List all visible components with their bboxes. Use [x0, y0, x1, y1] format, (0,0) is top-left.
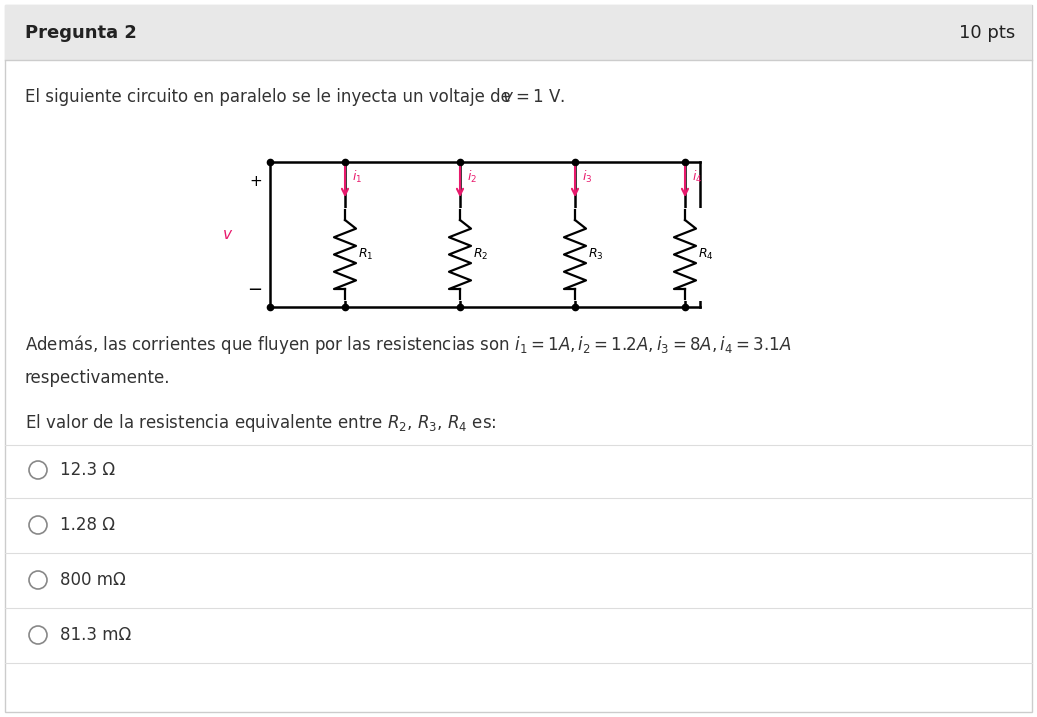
Bar	[440, 208, 480, 301]
Text: $R_4$: $R_4$	[698, 247, 713, 262]
Text: El siguiente circuito en paralelo se le inyecta un voltaje de: El siguiente circuito en paralelo se le …	[25, 88, 516, 106]
Text: −: −	[247, 281, 262, 299]
Text: +: +	[249, 174, 262, 189]
Text: El valor de la resistencia equivalente entre $R_2$, $R_3$, $R_4$ es:: El valor de la resistencia equivalente e…	[25, 412, 497, 434]
Text: $i_2$: $i_2$	[467, 169, 477, 185]
Text: Además, las corrientes que fluyen por las resistencias son $i_1 = 1A, i_2 = 1.2A: Además, las corrientes que fluyen por la…	[25, 333, 791, 356]
Bar	[665, 208, 705, 301]
Text: $i_1$: $i_1$	[352, 169, 362, 185]
Bar	[325, 208, 365, 301]
Text: 800 mΩ: 800 mΩ	[60, 571, 125, 589]
Text: $i_4$: $i_4$	[692, 169, 702, 185]
Text: $i_3$: $i_3$	[582, 169, 592, 185]
Text: Pregunta 2: Pregunta 2	[25, 24, 137, 42]
Text: respectivamente.: respectivamente.	[25, 369, 170, 387]
Text: 81.3 mΩ: 81.3 mΩ	[60, 626, 132, 644]
Text: $R_3$: $R_3$	[588, 247, 604, 262]
Text: $R_2$: $R_2$	[473, 247, 488, 262]
Bar	[5, 5, 1032, 60]
Text: $v = 1$ V.: $v = 1$ V.	[502, 88, 565, 106]
Text: 1.28 Ω: 1.28 Ω	[60, 516, 115, 534]
Text: $v$: $v$	[222, 227, 233, 242]
Text: 12.3 Ω: 12.3 Ω	[60, 461, 115, 479]
Text: 10 pts: 10 pts	[959, 24, 1015, 42]
Text: $R_1$: $R_1$	[358, 247, 373, 262]
Bar	[555, 208, 595, 301]
